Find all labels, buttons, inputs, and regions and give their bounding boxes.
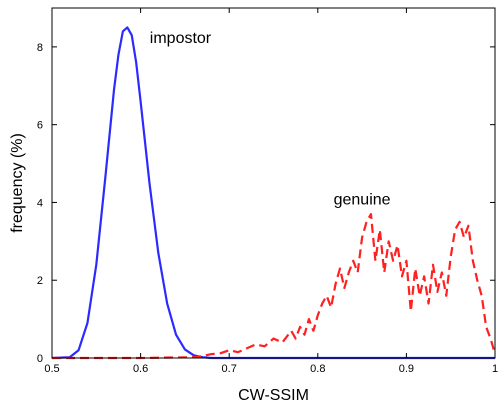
y-tick-label: 4 (37, 197, 43, 209)
y-tick-label: 8 (37, 42, 43, 54)
annotation-genuine: genuine (334, 191, 391, 208)
x-tick-label: 0.7 (222, 363, 237, 375)
x-tick-label: 0.8 (310, 363, 325, 375)
plot-area (52, 8, 495, 358)
y-tick-label: 0 (37, 353, 43, 365)
x-tick-label: 0.5 (44, 363, 59, 375)
x-axis-title: CW-SSIM (238, 387, 309, 404)
annotation-impostor: impostor (150, 30, 212, 47)
labels-layer: 0.5 0.6 0.7 0.8 0.9 1 0 2 4 6 8 CW-SSIM frequency (%… (9, 30, 498, 404)
y-axis-title: frequency (%) (9, 133, 26, 233)
axes-layer (51, 7, 496, 359)
y-tick-label: 6 (37, 120, 43, 132)
x-tick-label: 1 (492, 363, 498, 375)
x-tick-label: 0.6 (133, 363, 148, 375)
axes-box (51, 7, 496, 359)
plot-background (52, 8, 495, 358)
y-tick-label: 2 (37, 275, 43, 287)
genuine-series-line (52, 213, 497, 360)
x-tick-label: 0.9 (399, 363, 414, 375)
